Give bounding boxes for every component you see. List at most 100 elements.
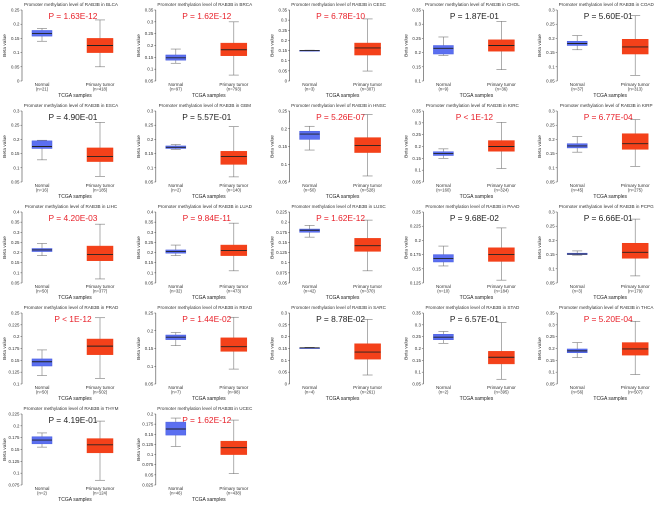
p-value: P = 1.62E-12 <box>182 11 231 21</box>
x-axis-label: TCGA samples <box>58 497 92 503</box>
y-tick-label: 0.35 <box>279 8 288 13</box>
y-tick-label: 0.1 <box>147 270 154 275</box>
normal-label: Normal <box>35 284 50 289</box>
y-axis-label: Beta value <box>136 337 142 360</box>
tumor-n: (n=179) <box>628 289 643 294</box>
normal-n: (n=50) <box>36 289 49 294</box>
y-tick-label: 0.35 <box>546 311 555 316</box>
panel-cesc: Promoter methylation level of RAB3B in C… <box>270 2 387 99</box>
normal-box <box>31 140 53 149</box>
y-tick-label: 0.05 <box>11 180 20 185</box>
y-tick-label: 0.3 <box>13 230 20 235</box>
y-tick-label: 0.1 <box>415 370 422 375</box>
x-axis-label: TCGA samples <box>192 497 226 503</box>
tumor-label: Primary tumor <box>487 183 516 188</box>
panel-title: Promoter methylation level of RAB3B in H… <box>291 103 387 108</box>
y-tick-label: 0.15 <box>11 447 20 452</box>
y-axis-label: Beta value <box>403 34 409 57</box>
y-tick-label: 0.225 <box>276 210 288 215</box>
x-axis-label: TCGA samples <box>192 194 226 200</box>
p-value: P = 1.44E-02 <box>182 314 231 324</box>
y-tick-label: 0.05 <box>279 180 288 185</box>
x-axis-label: TCGA samples <box>58 194 92 200</box>
y-tick-label: 0.2 <box>415 238 422 243</box>
y-tick-label: 0.1 <box>13 382 20 387</box>
normal-n: (n=3) <box>572 289 582 294</box>
y-tick-label: 0.225 <box>9 412 21 417</box>
tumor-label: Primary tumor <box>487 82 516 87</box>
y-tick-label: 0.25 <box>11 240 20 245</box>
y-axis-label: Beta value <box>136 236 142 259</box>
y-tick-label: 0.4 <box>13 210 20 215</box>
tumor-label: Primary tumor <box>86 284 115 289</box>
y-tick-label: 0.1 <box>13 50 20 55</box>
y-tick-label: 0.35 <box>11 220 20 225</box>
tumor-n: (n=261) <box>360 390 375 395</box>
normal-label: Normal <box>436 284 451 289</box>
x-axis-label: TCGA samples <box>460 295 494 301</box>
panel-title: Promoter methylation level of RAB3B in S… <box>291 305 386 310</box>
normal-n: (n=21) <box>36 87 49 92</box>
y-tick-label: 0.3 <box>147 109 154 114</box>
normal-label: Normal <box>35 486 50 491</box>
tumor-box <box>621 242 649 259</box>
normal-n: (n=7) <box>171 390 181 395</box>
tumor-label: Primary tumor <box>353 385 382 390</box>
panel-chol: Promoter methylation level of RAB3B in C… <box>403 2 520 99</box>
y-tick-label: 0.15 <box>412 64 421 69</box>
x-axis-label: TCGA samples <box>593 93 627 99</box>
x-axis-label: TCGA samples <box>326 93 360 99</box>
tumor-n: (n=313) <box>628 87 643 92</box>
y-tick-label: 0.25 <box>546 334 555 339</box>
y-axis-label: Beta value <box>270 135 276 158</box>
tumor-n: (n=528) <box>360 188 375 193</box>
y-tick-label: 0.2 <box>549 346 556 351</box>
y-tick-label: 0.125 <box>410 281 422 286</box>
tumor-label: Primary tumor <box>353 82 382 87</box>
y-tick-label: 0.25 <box>145 31 154 36</box>
y-axis-label: Beta value <box>2 135 8 158</box>
x-axis-label: TCGA samples <box>326 194 360 200</box>
y-tick-label: 0.2 <box>549 238 556 243</box>
y-tick-label: 0.1 <box>549 266 556 271</box>
tumor-n: (n=184) <box>494 289 509 294</box>
normal-box <box>433 45 454 55</box>
y-tick-label: 0.05 <box>546 79 555 84</box>
panel-gbm: Promoter methylation level of RAB3B in G… <box>136 103 251 200</box>
normal-label: Normal <box>436 183 451 188</box>
tumor-label: Primary tumor <box>621 385 650 390</box>
normal-n: (n=10) <box>437 289 450 294</box>
panel-brca: Promoter methylation level of RAB3B in B… <box>136 2 253 99</box>
normal-n: (n=50) <box>36 390 49 395</box>
tumor-box <box>86 438 114 454</box>
panel-title: Promoter methylation level of RAB3B in P… <box>24 305 119 310</box>
y-tick-label: 0.2 <box>147 250 154 255</box>
tumor-n: (n=793) <box>227 87 242 92</box>
normal-n: (n=2) <box>37 491 47 496</box>
panel-blca: Promoter methylation level of RAB3B in B… <box>2 2 119 99</box>
normal-label: Normal <box>302 284 317 289</box>
y-tick-label: 0.1 <box>147 452 154 457</box>
panel-kirc: Promoter methylation level of RAB3B in K… <box>403 103 519 200</box>
y-tick-label: 0.075 <box>276 270 288 275</box>
y-axis-label: Beta value <box>403 337 409 360</box>
y-tick-label: 0.125 <box>9 459 21 464</box>
normal-box <box>299 130 320 140</box>
y-tick-label: 0.2 <box>281 38 288 43</box>
y-tick-label: 0.3 <box>13 109 20 114</box>
y-tick-label: 0.25 <box>546 123 555 128</box>
panel-hnsc: Promoter methylation level of RAB3B in H… <box>270 103 387 200</box>
y-tick-label: 0.05 <box>145 180 154 185</box>
normal-box <box>31 358 53 367</box>
normal-n: (n=160) <box>436 188 451 193</box>
p-value: P = 9.84E-11 <box>183 213 232 223</box>
y-tick-label: 0.15 <box>412 266 421 271</box>
y-tick-label: 0.1 <box>13 270 20 275</box>
normal-n: (n=50) <box>303 188 316 193</box>
y-tick-label: 0.15 <box>145 346 154 351</box>
normal-n: (n=46) <box>170 491 183 496</box>
x-axis-label: TCGA samples <box>326 396 360 402</box>
y-tick-label: 0.125 <box>276 250 288 255</box>
y-tick-label: 0.35 <box>145 220 154 225</box>
